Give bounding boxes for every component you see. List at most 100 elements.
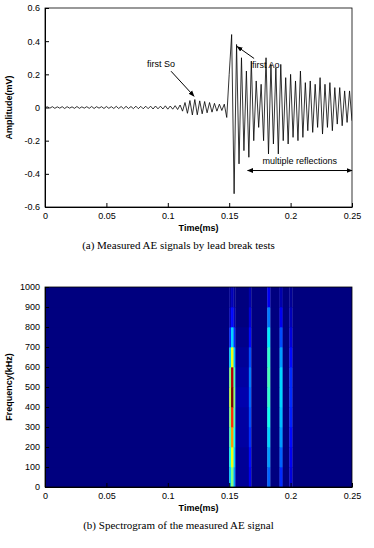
annotation-arrow: [171, 71, 194, 96]
heatmap-cell: [229, 407, 231, 427]
heatmap-cell: [229, 467, 231, 487]
annotation-text: first So: [147, 59, 175, 69]
x-tick: 0.1: [162, 483, 175, 501]
x-tick-mark: [291, 483, 292, 487]
x-tick: 0.05: [98, 203, 116, 221]
heatmap-cell: [283, 347, 290, 367]
heatmap-cell: [233, 347, 235, 367]
y-tick-label: 0.4: [27, 37, 40, 47]
heatmap-cell: [289, 447, 292, 467]
y-tick-label: 0.6: [27, 3, 40, 13]
x-tick: 0.15: [221, 203, 239, 221]
heatmap-cell: [251, 447, 267, 467]
x-tick: 0.05: [98, 483, 116, 501]
heatmap-cell: [270, 307, 280, 327]
chart: 00.050.10.150.20.25010020030040050060070…: [4, 282, 361, 532]
annotation-arrow: [237, 46, 254, 58]
heatmap-cell: [270, 467, 280, 487]
heatmap-cell: [231, 347, 234, 367]
y-tick-label: 200: [25, 442, 40, 452]
y-tick-label: 0: [35, 103, 40, 113]
heatmap-cell: [289, 367, 292, 387]
chart: 0 0.05 0.1 0.15 0.2 0.25 -0.6 -0.4 -0.2 0 0.2 0.4 0.…: [4, 3, 361, 252]
heatmap-cell: [235, 307, 249, 327]
heatmap-cell: [270, 447, 280, 467]
heatmap-cell: [231, 387, 234, 407]
y-tick-mark: [45, 367, 49, 368]
heatmap-cell: [231, 307, 234, 327]
x-tick-mark: [168, 203, 169, 207]
y-axis: 01002003004005006007008009001000: [20, 282, 49, 492]
x-axis-title: Time(ms): [179, 503, 219, 513]
plot-area: [45, 287, 352, 487]
heatmap-cell: [283, 367, 290, 387]
heatmap-cell: [45, 447, 230, 467]
x-tick-label: 0.25: [344, 211, 362, 221]
plot-frame: [45, 287, 352, 487]
y-tick-label: 0.2: [27, 70, 40, 80]
heatmap-cell: [270, 287, 280, 307]
heatmap-cell: [235, 327, 249, 347]
y-tick: -0.2: [24, 136, 49, 146]
heatmap-cell: [249, 367, 252, 387]
heatmap-cell: [235, 287, 249, 307]
y-tick-label: 800: [25, 322, 40, 332]
heatmap-cell: [229, 427, 231, 447]
y-tick-label: 600: [25, 362, 40, 372]
heatmap-cell: [229, 307, 231, 327]
y-tick-label: 100: [25, 462, 40, 472]
heatmap-cell: [270, 347, 280, 367]
signal-line: [45, 35, 352, 194]
heatmap-cell: [283, 327, 290, 347]
x-tick-label: 0.15: [221, 491, 239, 501]
x-axis: 00.050.10.150.20.25: [43, 483, 361, 501]
heatmap-cell: [267, 407, 270, 427]
heatmap-cell: [292, 467, 352, 487]
x-tick-label: 0.15: [221, 211, 239, 221]
x-tick-mark: [229, 203, 230, 207]
heatmap-cell: [251, 387, 267, 407]
y-tick-label: 900: [25, 302, 40, 312]
x-tick: 0.1: [162, 203, 175, 221]
heatmap-cell: [289, 287, 292, 307]
x-tick-label: 0.2: [285, 491, 298, 501]
y-axis-title: Amplitude(mV): [4, 75, 14, 139]
y-tick: 700: [25, 342, 49, 352]
heatmap-cell: [283, 447, 290, 467]
y-tick-mark: [45, 41, 49, 42]
heatmap-cell: [249, 447, 252, 467]
heatmap-cell: [235, 387, 249, 407]
y-tick-label: -0.6: [24, 202, 40, 212]
heatmap-cell: [280, 447, 283, 467]
heatmap-cell: [283, 427, 290, 447]
heatmap-cell: [229, 327, 231, 347]
heatmap-cell: [249, 307, 252, 327]
heatmap-cell: [235, 427, 249, 447]
heatmap-cell: [45, 307, 230, 327]
y-axis: -0.6 -0.4 -0.2 0 0.2 0.4 0.6: [24, 3, 49, 212]
y-tick-mark: [45, 327, 49, 328]
heatmap-cell: [249, 467, 252, 487]
heatmap-cell: [289, 467, 292, 487]
y-tick: 1000: [20, 282, 49, 292]
y-tick: -0.4: [24, 169, 49, 179]
heatmap-cell: [251, 407, 267, 427]
heatmap-cell: [289, 407, 292, 427]
y-tick-mark: [45, 207, 49, 208]
heatmap-cell: [251, 307, 267, 327]
y-tick-label: 1000: [20, 282, 40, 292]
y-tick: 100: [25, 462, 49, 472]
y-tick-label: 300: [25, 422, 40, 432]
heatmap-cell: [251, 327, 267, 347]
heatmap-cell: [249, 347, 252, 367]
figure: 0 0.05 0.1 0.15 0.2 0.25 -0.6 -0.4 -0.2 0 0.2 0.4 0.…: [0, 0, 374, 548]
x-tick-label: 0.05: [98, 491, 116, 501]
x-tick-label: 0.25: [344, 491, 362, 501]
heatmap-cell: [289, 307, 292, 327]
y-tick-mark: [45, 447, 49, 448]
heatmap-cell: [280, 367, 283, 387]
heatmap-cell: [45, 467, 230, 487]
x-axis: 00.050.10.150.20.25: [43, 203, 361, 221]
heatmap-cell: [283, 387, 290, 407]
annotation-text: first Ao: [252, 60, 280, 70]
